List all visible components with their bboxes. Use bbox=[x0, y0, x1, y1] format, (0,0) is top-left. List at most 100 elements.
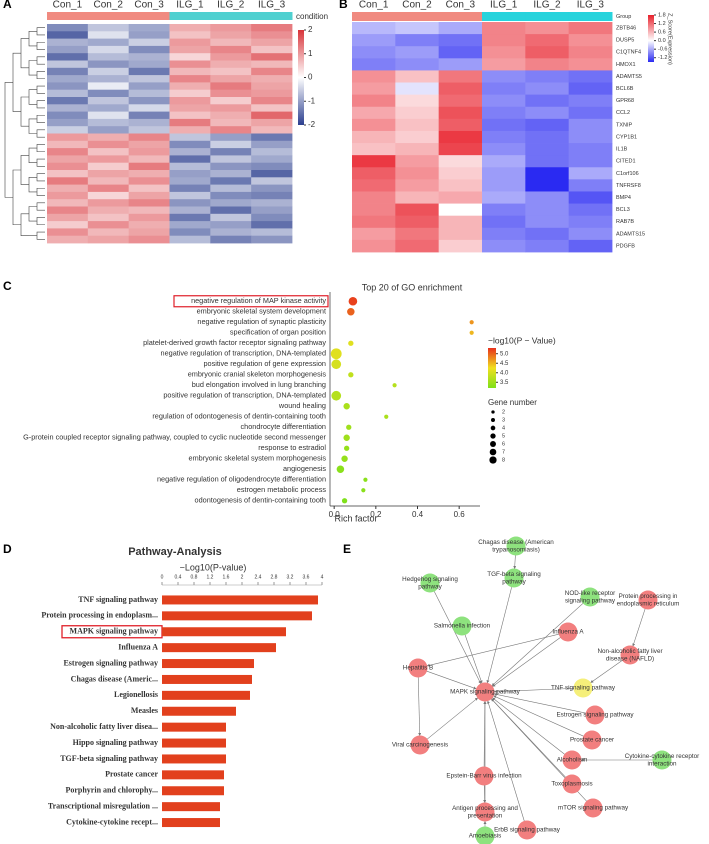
heatmap-cell bbox=[251, 184, 293, 193]
chart-title: Top 20 of GO enrichment bbox=[362, 282, 463, 292]
heatmap-cell bbox=[525, 70, 570, 83]
row-label: GPR68 bbox=[616, 98, 634, 104]
panel-label: D bbox=[3, 542, 12, 556]
heatmap-cell bbox=[395, 46, 440, 59]
heatmap-cell bbox=[352, 143, 396, 156]
panel-label: E bbox=[343, 542, 351, 556]
node bbox=[475, 802, 495, 822]
size-legend-dot bbox=[490, 425, 496, 431]
heatmap-cell bbox=[210, 53, 252, 61]
heatmap-cell bbox=[251, 67, 293, 76]
row-label: IL1B bbox=[616, 147, 628, 153]
bar bbox=[162, 770, 224, 780]
y-tick-label: embryonic cranial skeleton morphogenesis bbox=[188, 370, 327, 379]
heatmap-cell bbox=[568, 227, 613, 241]
heatmap-cell bbox=[251, 53, 293, 61]
dendrogram bbox=[28, 206, 37, 222]
heatmap-cell bbox=[525, 191, 570, 204]
heatmap-cell bbox=[395, 58, 440, 71]
y-tick-label: negative regulation of synaptic plastici… bbox=[197, 317, 326, 326]
dot bbox=[341, 455, 348, 462]
heatmap-cell bbox=[482, 130, 526, 144]
row-label: DUSP5 bbox=[616, 38, 634, 44]
heatmap-cell bbox=[568, 118, 613, 132]
y-tick-label: estrogen metabolic process bbox=[237, 485, 327, 494]
bar bbox=[162, 818, 220, 828]
heatmap-cell bbox=[169, 60, 211, 69]
node bbox=[420, 573, 440, 593]
heatmap-cell bbox=[169, 111, 211, 120]
color-legend-title: −log10(P − Value) bbox=[488, 335, 556, 345]
x-tick-label: 3.6 bbox=[303, 574, 310, 580]
heatmap-cell bbox=[47, 170, 89, 178]
y-tick-label: Legionellosis bbox=[114, 690, 158, 699]
header-cell bbox=[47, 12, 89, 20]
heatmap-cell bbox=[525, 227, 570, 241]
edge bbox=[464, 634, 483, 684]
row-label: RAB7B bbox=[616, 219, 634, 225]
edge bbox=[632, 608, 646, 647]
heatmap-cell bbox=[47, 155, 89, 164]
heatmap-cell bbox=[47, 221, 89, 229]
heatmap-cell bbox=[251, 228, 293, 237]
colorbar-tick-label: -1 bbox=[308, 96, 316, 105]
heatmap-cell bbox=[169, 67, 211, 76]
y-tick-label: Porphyrin and chlorophy... bbox=[65, 786, 158, 795]
colorbar-tick-label: 1.8 bbox=[658, 12, 666, 18]
node bbox=[475, 826, 495, 844]
heatmap-cell bbox=[395, 179, 440, 192]
heatmap-cell bbox=[87, 140, 130, 149]
heatmap-cell bbox=[210, 67, 252, 76]
x-tick-label: 1.2 bbox=[207, 574, 214, 580]
node-label: Antigen processing and bbox=[452, 805, 518, 812]
size-legend-label: 2 bbox=[502, 409, 505, 415]
heatmap-cell bbox=[525, 46, 570, 59]
heatmap-cell bbox=[352, 130, 396, 144]
heatmap-cell bbox=[482, 143, 526, 156]
dot bbox=[331, 359, 342, 370]
heatmap-cell bbox=[47, 228, 89, 237]
heatmap-cell bbox=[568, 239, 613, 253]
heatmap-cell bbox=[395, 22, 440, 35]
heatmap-cell bbox=[525, 130, 570, 144]
row-label: CITED1 bbox=[616, 159, 636, 165]
y-tick-label: Measles bbox=[131, 706, 158, 715]
heatmap-cell bbox=[251, 89, 293, 98]
heatmap-cell bbox=[568, 82, 613, 96]
node bbox=[638, 590, 658, 610]
heatmap-cell bbox=[169, 75, 211, 83]
heatmap-cell bbox=[47, 199, 89, 207]
node-label: Alcoholism bbox=[557, 757, 587, 764]
heatmap-cell bbox=[525, 215, 570, 229]
dot bbox=[343, 434, 350, 441]
heatmap-cell bbox=[352, 215, 396, 229]
y-tick-label: Hippo signaling pathway bbox=[73, 738, 158, 747]
y-tick-label: Transcriptional misregulation ... bbox=[48, 801, 158, 810]
node bbox=[562, 774, 582, 794]
heatmap-cell bbox=[568, 130, 613, 144]
node bbox=[562, 750, 582, 770]
heatmap-cell bbox=[128, 184, 170, 193]
heatmap-cell bbox=[568, 203, 613, 217]
dendrogram bbox=[28, 118, 37, 134]
x-tick-label: 2 bbox=[241, 574, 244, 580]
heatmap-cell bbox=[395, 118, 440, 132]
heatmap-cell bbox=[169, 206, 211, 215]
node bbox=[620, 645, 640, 665]
heatmap-cell bbox=[251, 38, 293, 47]
heatmap-cell bbox=[87, 191, 130, 200]
size-legend-dot bbox=[489, 448, 497, 456]
node-label: presentation bbox=[468, 812, 503, 819]
panel-label: C bbox=[3, 279, 12, 293]
heatmap-cell bbox=[47, 148, 89, 156]
heatmap-cell bbox=[525, 118, 570, 132]
heatmap-cell bbox=[169, 45, 211, 54]
heatmap-cell bbox=[482, 46, 526, 59]
heatmap-cell bbox=[251, 75, 293, 83]
x-tick-label: 0.4 bbox=[175, 574, 182, 580]
x-tick-label: 0.2 bbox=[370, 510, 382, 519]
heatmap-cell bbox=[210, 111, 252, 120]
y-tick-label: response to estradiol bbox=[258, 443, 326, 452]
highlight-box bbox=[173, 295, 329, 308]
heatmap-cell bbox=[438, 215, 483, 229]
